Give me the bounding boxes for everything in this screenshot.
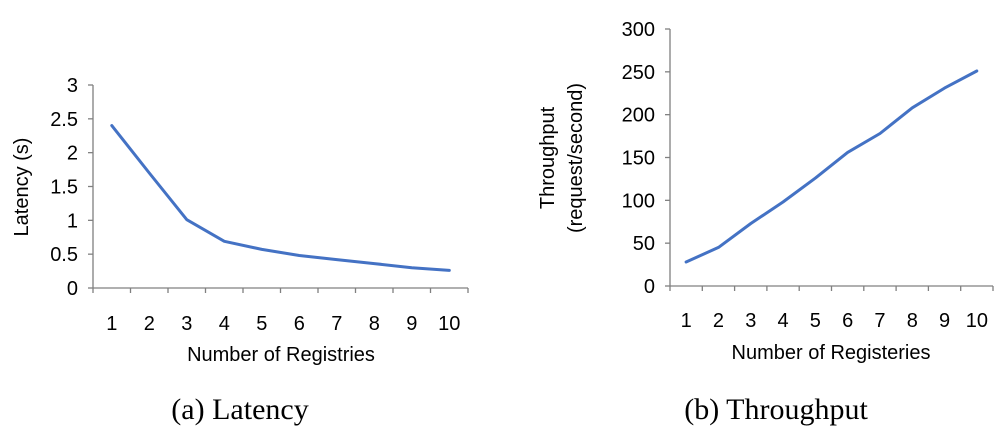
- latency-y-tick-label: 0: [67, 278, 78, 300]
- throughput-caption: (b) Throughput: [684, 393, 868, 426]
- latency-y-tick-label: 1.5: [50, 177, 78, 199]
- latency-x-tick-label: 5: [256, 313, 267, 335]
- latency-x-axis-title: Number of Registries: [187, 344, 375, 366]
- latency-x-tick-label: 10: [438, 313, 460, 335]
- throughput-x-tick-label: 8: [907, 310, 918, 332]
- throughput-x-tick-label: 3: [745, 310, 756, 332]
- latency-y-tick-label: 1: [67, 210, 78, 232]
- latency-series-line: [110, 124, 451, 272]
- throughput-y-tick-label: 0: [644, 276, 655, 298]
- latency-caption: (a) Latency: [171, 393, 308, 426]
- throughput-chart: Throughput (request/second) Number of Re…: [537, 19, 994, 426]
- throughput-x-tick-label: 10: [966, 310, 988, 332]
- latency-x-tick-label: 9: [406, 313, 417, 335]
- throughput-y-tick-label: 100: [622, 190, 655, 212]
- latency-y-tick-label: 0.5: [50, 244, 78, 266]
- throughput-series-line: [684, 69, 979, 264]
- throughput-y-tick-label: 150: [622, 148, 655, 170]
- latency-chart: Latency (s) Number of Registries (a) Lat…: [11, 75, 469, 426]
- latency-x-tick-label: 7: [331, 313, 342, 335]
- latency-x-tick-label: 3: [181, 313, 192, 335]
- throughput-x-axis-title: Number of Registeries: [732, 342, 931, 364]
- throughput-x-tick-label: 5: [810, 310, 821, 332]
- throughput-y-axis-title-line1: Throughput: [537, 106, 559, 209]
- throughput-x-tick-label: 4: [777, 310, 788, 332]
- latency-y-tick-label: 3: [67, 75, 78, 97]
- latency-x-tick-label: 1: [106, 313, 117, 335]
- latency-y-tick-label: 2.5: [50, 109, 78, 131]
- latency-x-tick-label: 6: [294, 313, 305, 335]
- throughput-x-tick-label: 6: [842, 310, 853, 332]
- throughput-x-tick-label: 9: [939, 310, 950, 332]
- latency-y-tick-label: 2: [67, 143, 78, 165]
- latency-y-axis-title: Latency (s): [11, 138, 33, 237]
- throughput-y-tick-label: 50: [633, 233, 655, 255]
- throughput-x-tick-label: 2: [713, 310, 724, 332]
- throughput-y-tick-label: 250: [622, 62, 655, 84]
- latency-x-tick-label: 2: [144, 313, 155, 335]
- throughput-x-tick-label: 7: [874, 310, 885, 332]
- throughput-y-tick-label: 200: [622, 105, 655, 127]
- latency-x-tick-label: 4: [219, 313, 230, 335]
- latency-x-tick-label: 8: [369, 313, 380, 335]
- throughput-y-tick-label: 300: [622, 19, 655, 41]
- throughput-x-tick-label: 1: [681, 310, 692, 332]
- throughput-y-axis-title-line2: (request/second): [565, 83, 587, 233]
